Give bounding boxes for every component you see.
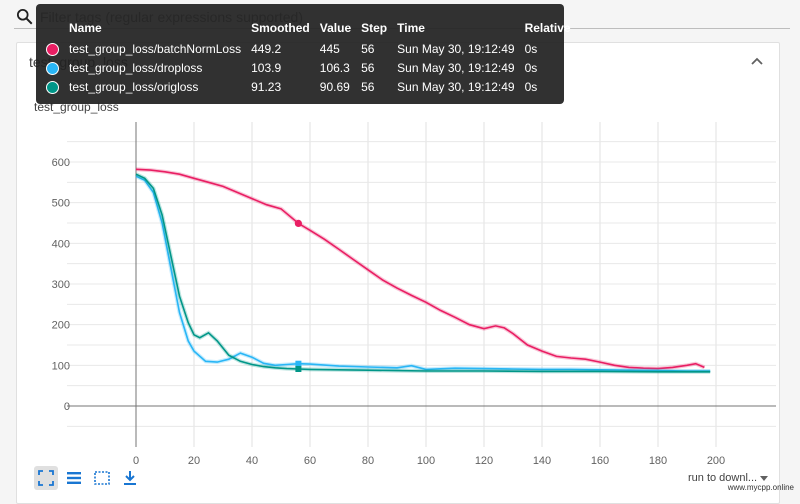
tooltip-run-name: test_group_loss/droploss	[69, 60, 203, 75]
series-raw-line	[135, 167, 706, 371]
tooltip-value: 445	[319, 41, 340, 56]
tooltip-step: 56	[361, 41, 375, 56]
tooltip-row: test_group_loss/droploss 103.9 106.3 56 …	[42, 58, 577, 77]
series-color-swatch	[46, 80, 59, 94]
tooltip-run-name: test_group_loss/origloss	[69, 79, 199, 94]
download-button[interactable]	[118, 466, 142, 490]
run-download-select[interactable]: run to downl...	[688, 472, 770, 488]
tooltip-header-time: Time	[397, 21, 425, 35]
tag-group-card: test_group_loss	[16, 42, 780, 504]
tooltip-header-smoothed: Smoothed	[251, 21, 310, 35]
tooltip-header-name: Name	[69, 21, 102, 35]
series-line	[135, 168, 705, 370]
y-tick-label: 200	[52, 320, 70, 332]
x-tick-label: 100	[417, 455, 435, 467]
series-raw-line	[135, 174, 711, 373]
expand-icon	[94, 471, 110, 485]
toggle-log-scale-icon	[67, 472, 81, 484]
x-tick-label: 20	[188, 455, 200, 467]
tooltip-row: test_group_loss/origloss 91.23 90.69 56 …	[42, 77, 577, 96]
hover-point	[295, 360, 302, 367]
tooltip-value: 90.69	[319, 79, 350, 94]
watermark: www.mycpp.online	[727, 483, 794, 492]
y-tick-label: 100	[52, 360, 70, 372]
fit-domain-button[interactable]	[34, 466, 58, 490]
tooltip-table: Name Smoothed Value Step Time Relative t…	[42, 20, 577, 96]
chevron-up-icon[interactable]	[749, 53, 765, 69]
x-tick-label: 180	[649, 455, 667, 467]
y-tick-label: 600	[52, 157, 70, 169]
tooltip-relative: 0s	[524, 60, 538, 75]
hover-point	[294, 219, 302, 228]
tooltip-value: 106.3	[319, 60, 350, 75]
x-tick-label: 40	[246, 455, 258, 467]
toggle-log-scale-button[interactable]	[62, 466, 86, 490]
series-line	[135, 173, 711, 373]
tooltip-header-value: Value	[319, 21, 352, 35]
series-color-swatch	[46, 61, 59, 75]
hover-point	[295, 365, 302, 372]
tooltip-relative: 0s	[524, 41, 538, 56]
tooltip-smoothed: 103.9	[251, 60, 282, 75]
hover-tooltip: Name Smoothed Value Step Time Relative t…	[36, 4, 571, 104]
y-tick-label: 500	[52, 198, 70, 210]
tooltip-time: Sun May 30, 19:12:49	[397, 79, 515, 94]
y-tick-label: 400	[52, 238, 70, 250]
x-tick-label: 0	[133, 455, 139, 467]
x-tick-label: 120	[475, 455, 493, 467]
series-color-swatch	[46, 42, 59, 56]
tooltip-header-step: Step	[361, 21, 388, 35]
x-tick-label: 160	[591, 455, 609, 467]
tooltip-relative: 0s	[524, 79, 538, 94]
tooltip-step: 56	[361, 60, 375, 75]
series-line	[135, 175, 711, 372]
tooltip-time: Sun May 30, 19:12:49	[397, 41, 515, 56]
tooltip-row: test_group_loss/batchNormLoss 449.2 445 …	[42, 39, 577, 58]
x-tick-label: 80	[362, 455, 374, 467]
y-tick-label: 300	[52, 279, 70, 291]
series-raw-line	[135, 172, 711, 374]
fit-domain-icon	[38, 470, 54, 486]
search-icon	[16, 8, 33, 25]
y-tick-label: 0	[64, 401, 70, 413]
caret-down-icon	[760, 476, 768, 481]
download-icon	[124, 471, 136, 485]
x-tick-label: 140	[533, 455, 551, 467]
tooltip-run-name: test_group_loss/batchNormLoss	[69, 41, 242, 56]
x-tick-label: 200	[707, 455, 725, 467]
tooltip-smoothed: 449.2	[251, 41, 282, 56]
run-select-label: run to downl...	[688, 472, 758, 484]
tooltip-step: 56	[361, 79, 375, 94]
tooltip-time: Sun May 30, 19:12:49	[397, 60, 515, 75]
expand-button[interactable]	[90, 466, 114, 490]
x-tick-label: 60	[304, 455, 316, 467]
tooltip-smoothed: 91.23	[251, 79, 282, 94]
tooltip-header-relative: Relative	[524, 21, 571, 35]
